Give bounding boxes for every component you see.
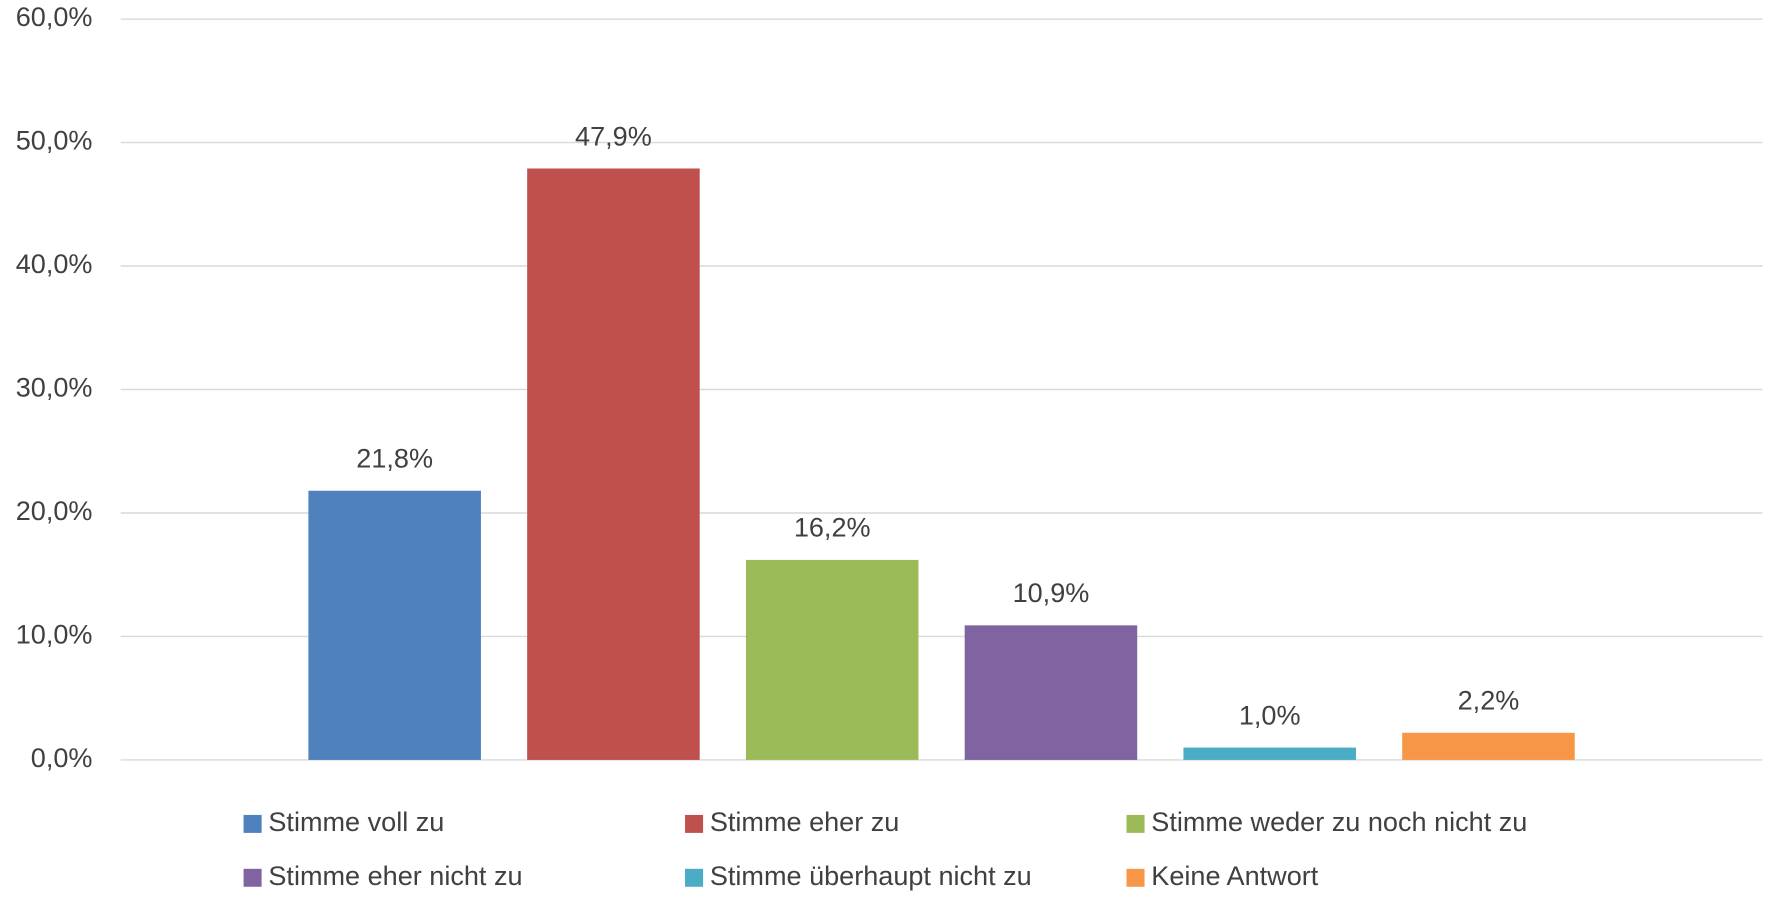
legend-swatch	[685, 868, 704, 887]
data-label: 16,2%	[794, 513, 871, 543]
legend-swatch	[685, 814, 704, 833]
y-tick-label: 20,0%	[16, 496, 93, 526]
bar	[1183, 747, 1356, 760]
legend-label: Stimme eher zu	[710, 807, 900, 837]
y-tick-label: 30,0%	[16, 373, 93, 403]
y-tick-label: 0,0%	[31, 743, 93, 773]
y-tick-label: 10,0%	[16, 620, 93, 650]
legend-label: Stimme weder zu noch nicht zu	[1151, 807, 1527, 837]
legend-swatch	[243, 814, 262, 833]
legend-label: Stimme eher nicht zu	[268, 861, 522, 891]
data-label: 10,9%	[1013, 578, 1090, 608]
bar	[745, 559, 919, 760]
bar	[527, 168, 700, 760]
data-label: 1,0%	[1239, 700, 1301, 730]
legend-label: Keine Antwort	[1151, 861, 1318, 891]
legend-swatch	[243, 868, 262, 887]
data-label: 2,2%	[1458, 686, 1520, 716]
legend-swatch	[1126, 814, 1145, 833]
data-label: 21,8%	[356, 444, 433, 474]
legend-label: Stimme überhaupt nicht zu	[710, 861, 1032, 891]
data-label: 47,9%	[575, 121, 652, 151]
y-tick-label: 50,0%	[16, 126, 93, 156]
bar	[964, 625, 1138, 760]
y-tick-label: 60,0%	[16, 2, 93, 32]
legend-swatch	[1126, 868, 1145, 887]
legend-label: Stimme voll zu	[268, 807, 444, 837]
bar	[1402, 732, 1575, 760]
y-tick-label: 40,0%	[16, 249, 93, 279]
bar	[308, 490, 481, 760]
